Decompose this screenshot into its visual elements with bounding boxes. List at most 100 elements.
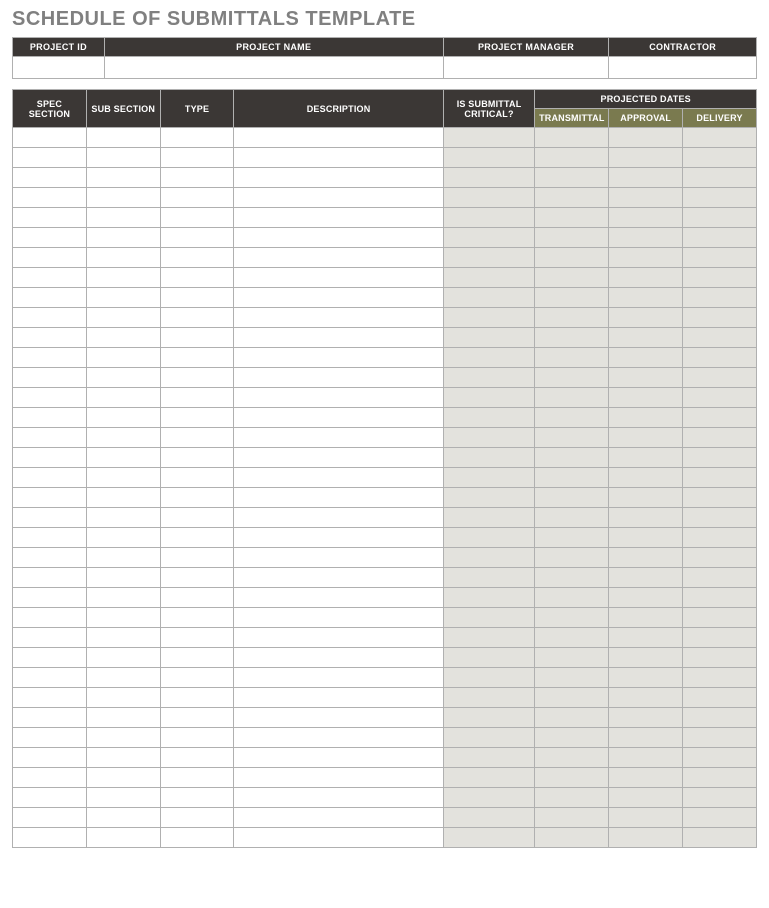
cell-type[interactable] — [160, 788, 234, 808]
cell-sub_section[interactable] — [86, 468, 160, 488]
cell-approval[interactable] — [609, 428, 683, 448]
cell-approval[interactable] — [609, 828, 683, 848]
cell-delivery[interactable] — [683, 428, 757, 448]
cell-type[interactable] — [160, 148, 234, 168]
cell-delivery[interactable] — [683, 348, 757, 368]
cell-sub_section[interactable] — [86, 688, 160, 708]
cell-type[interactable] — [160, 668, 234, 688]
cell-sub_section[interactable] — [86, 548, 160, 568]
cell-description[interactable] — [234, 228, 443, 248]
cell-transmittal[interactable] — [535, 208, 609, 228]
cell-spec_section[interactable] — [13, 148, 87, 168]
cell-spec_section[interactable] — [13, 588, 87, 608]
cell-is_critical[interactable] — [443, 808, 535, 828]
cell-is_critical[interactable] — [443, 568, 535, 588]
cell-approval[interactable] — [609, 308, 683, 328]
cell-approval[interactable] — [609, 128, 683, 148]
cell-type[interactable] — [160, 628, 234, 648]
cell-transmittal[interactable] — [535, 488, 609, 508]
cell-transmittal[interactable] — [535, 368, 609, 388]
cell-description[interactable] — [234, 408, 443, 428]
cell-spec_section[interactable] — [13, 488, 87, 508]
cell-spec_section[interactable] — [13, 768, 87, 788]
cell-transmittal[interactable] — [535, 728, 609, 748]
cell-sub_section[interactable] — [86, 308, 160, 328]
cell-type[interactable] — [160, 248, 234, 268]
cell-spec_section[interactable] — [13, 288, 87, 308]
cell-transmittal[interactable] — [535, 548, 609, 568]
cell-sub_section[interactable] — [86, 568, 160, 588]
cell-transmittal[interactable] — [535, 188, 609, 208]
cell-spec_section[interactable] — [13, 668, 87, 688]
cell-description[interactable] — [234, 168, 443, 188]
cell-description[interactable] — [234, 608, 443, 628]
cell-transmittal[interactable] — [535, 828, 609, 848]
cell-transmittal[interactable] — [535, 328, 609, 348]
cell-delivery[interactable] — [683, 188, 757, 208]
cell-spec_section[interactable] — [13, 688, 87, 708]
cell-sub_section[interactable] — [86, 248, 160, 268]
cell-transmittal[interactable] — [535, 288, 609, 308]
cell-type[interactable] — [160, 268, 234, 288]
cell-description[interactable] — [234, 768, 443, 788]
cell-approval[interactable] — [609, 148, 683, 168]
cell-delivery[interactable] — [683, 588, 757, 608]
cell-delivery[interactable] — [683, 828, 757, 848]
cell-type[interactable] — [160, 208, 234, 228]
cell-spec_section[interactable] — [13, 828, 87, 848]
cell-delivery[interactable] — [683, 308, 757, 328]
cell-is_critical[interactable] — [443, 268, 535, 288]
cell-spec_section[interactable] — [13, 368, 87, 388]
cell-type[interactable] — [160, 308, 234, 328]
cell-type[interactable] — [160, 408, 234, 428]
cell-approval[interactable] — [609, 668, 683, 688]
cell-sub_section[interactable] — [86, 408, 160, 428]
cell-description[interactable] — [234, 588, 443, 608]
cell-is_critical[interactable] — [443, 328, 535, 348]
cell-is_critical[interactable] — [443, 688, 535, 708]
cell-spec_section[interactable] — [13, 728, 87, 748]
cell-transmittal[interactable] — [535, 148, 609, 168]
cell-type[interactable] — [160, 488, 234, 508]
cell-sub_section[interactable] — [86, 788, 160, 808]
cell-delivery[interactable] — [683, 768, 757, 788]
cell-approval[interactable] — [609, 348, 683, 368]
cell-approval[interactable] — [609, 328, 683, 348]
cell-delivery[interactable] — [683, 568, 757, 588]
cell-is_critical[interactable] — [443, 708, 535, 728]
cell-delivery[interactable] — [683, 508, 757, 528]
cell-description[interactable] — [234, 788, 443, 808]
cell-transmittal[interactable] — [535, 608, 609, 628]
cell-description[interactable] — [234, 488, 443, 508]
cell-is_critical[interactable] — [443, 448, 535, 468]
cell-delivery[interactable] — [683, 288, 757, 308]
cell-approval[interactable] — [609, 688, 683, 708]
cell-transmittal[interactable] — [535, 168, 609, 188]
cell-approval[interactable] — [609, 388, 683, 408]
cell-description[interactable] — [234, 548, 443, 568]
cell-description[interactable] — [234, 348, 443, 368]
cell-spec_section[interactable] — [13, 448, 87, 468]
cell-delivery[interactable] — [683, 668, 757, 688]
cell-delivery[interactable] — [683, 408, 757, 428]
cell-type[interactable] — [160, 428, 234, 448]
cell-approval[interactable] — [609, 228, 683, 248]
cell-is_critical[interactable] — [443, 668, 535, 688]
cell-spec_section[interactable] — [13, 508, 87, 528]
cell-type[interactable] — [160, 588, 234, 608]
cell-transmittal[interactable] — [535, 808, 609, 828]
cell-spec_section[interactable] — [13, 708, 87, 728]
cell-transmittal[interactable] — [535, 408, 609, 428]
cell-is_critical[interactable] — [443, 548, 535, 568]
cell-approval[interactable] — [609, 788, 683, 808]
cell-delivery[interactable] — [683, 548, 757, 568]
cell-spec_section[interactable] — [13, 228, 87, 248]
cell-description[interactable] — [234, 128, 443, 148]
cell-spec_section[interactable] — [13, 308, 87, 328]
cell-description[interactable] — [234, 628, 443, 648]
cell-transmittal[interactable] — [535, 428, 609, 448]
cell-description[interactable] — [234, 288, 443, 308]
cell-approval[interactable] — [609, 188, 683, 208]
cell-is_critical[interactable] — [443, 648, 535, 668]
cell-approval[interactable] — [609, 608, 683, 628]
